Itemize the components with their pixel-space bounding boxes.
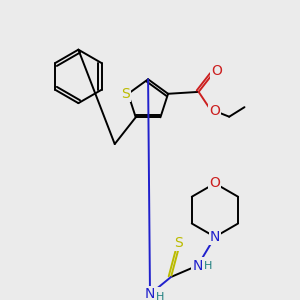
Text: N: N	[210, 230, 220, 244]
Text: O: O	[209, 104, 220, 118]
Text: N: N	[145, 287, 155, 300]
Text: N: N	[193, 259, 203, 272]
Text: S: S	[174, 236, 183, 250]
Text: H: H	[156, 292, 165, 300]
Text: H: H	[204, 262, 212, 272]
Text: O: O	[209, 176, 220, 190]
Text: O: O	[211, 64, 222, 78]
Text: S: S	[121, 87, 130, 101]
